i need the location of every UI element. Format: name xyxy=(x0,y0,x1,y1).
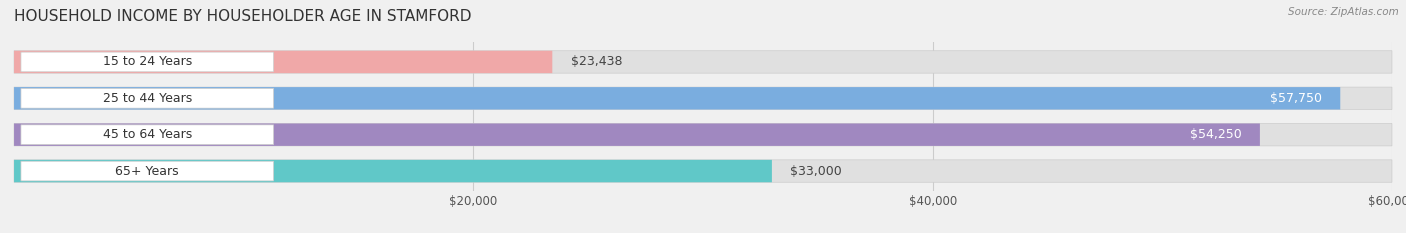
FancyBboxPatch shape xyxy=(14,160,1392,182)
Text: 45 to 64 Years: 45 to 64 Years xyxy=(103,128,191,141)
Text: $54,250: $54,250 xyxy=(1189,128,1241,141)
Text: HOUSEHOLD INCOME BY HOUSEHOLDER AGE IN STAMFORD: HOUSEHOLD INCOME BY HOUSEHOLDER AGE IN S… xyxy=(14,9,471,24)
FancyBboxPatch shape xyxy=(14,123,1392,146)
Text: $33,000: $33,000 xyxy=(790,164,842,178)
FancyBboxPatch shape xyxy=(14,87,1392,110)
Text: 65+ Years: 65+ Years xyxy=(115,164,179,178)
FancyBboxPatch shape xyxy=(14,160,772,182)
FancyBboxPatch shape xyxy=(21,161,274,181)
Text: 15 to 24 Years: 15 to 24 Years xyxy=(103,55,191,69)
Text: Source: ZipAtlas.com: Source: ZipAtlas.com xyxy=(1288,7,1399,17)
FancyBboxPatch shape xyxy=(21,125,274,144)
Text: 25 to 44 Years: 25 to 44 Years xyxy=(103,92,191,105)
FancyBboxPatch shape xyxy=(14,123,1260,146)
Text: $57,750: $57,750 xyxy=(1270,92,1322,105)
FancyBboxPatch shape xyxy=(14,87,1340,110)
FancyBboxPatch shape xyxy=(21,52,274,72)
FancyBboxPatch shape xyxy=(14,51,1392,73)
FancyBboxPatch shape xyxy=(21,89,274,108)
Text: $23,438: $23,438 xyxy=(571,55,623,69)
FancyBboxPatch shape xyxy=(14,51,553,73)
